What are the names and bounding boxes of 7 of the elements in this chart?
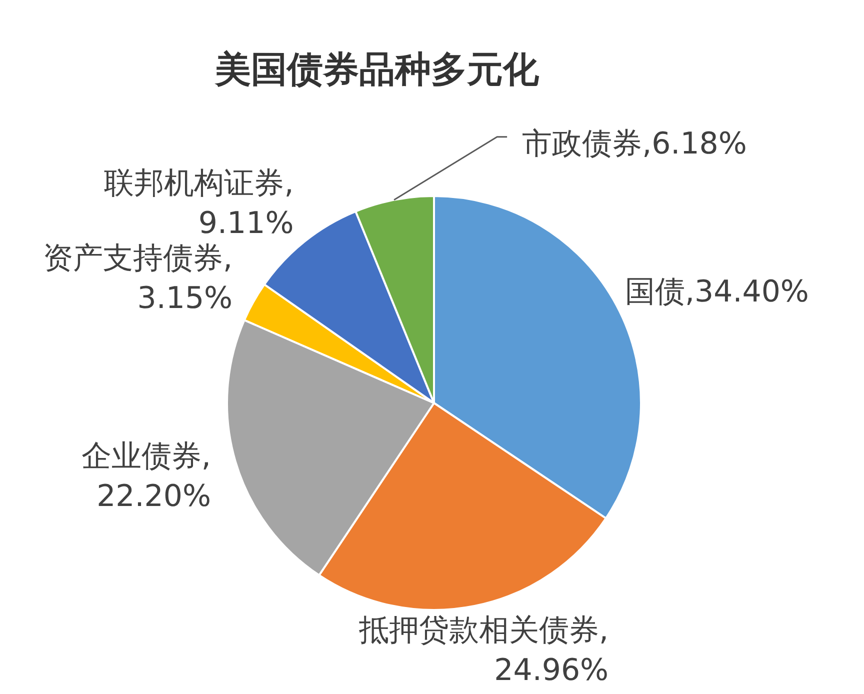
slice-label: 抵押贷款相关债券,24.96% bbox=[358, 612, 609, 688]
chart-title: 美国债券品种多元化 bbox=[214, 50, 540, 91]
slice-label: 市政债券,6.18% bbox=[522, 126, 747, 162]
slice-label: 资产支持债券,3.15% bbox=[43, 240, 233, 316]
slice-label: 联邦机构证券,9.11% bbox=[104, 166, 294, 241]
slice-label: 国债,34.40% bbox=[624, 274, 809, 310]
slice-label: 企业债券,22.20% bbox=[81, 438, 211, 514]
